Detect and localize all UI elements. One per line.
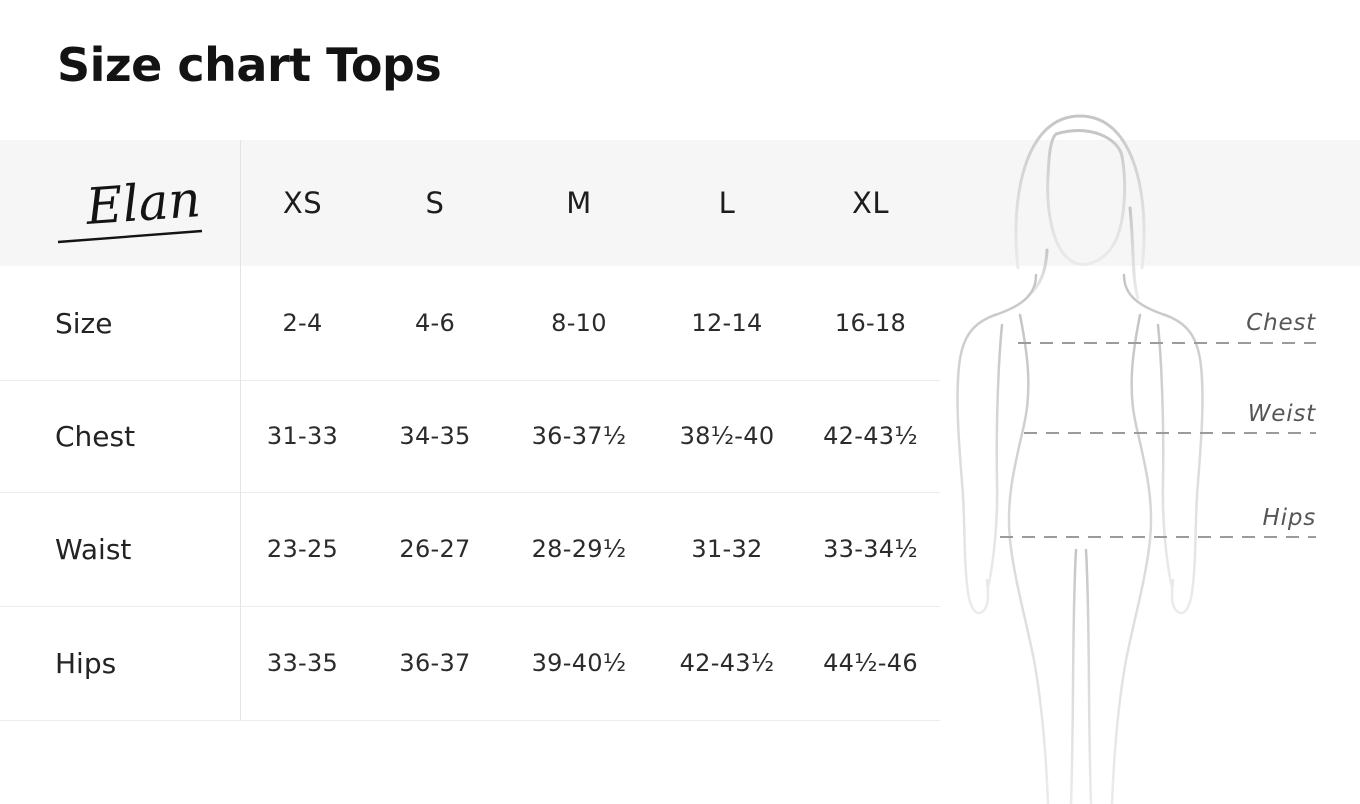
cell-hips-l: 42-43½ [679, 649, 775, 677]
column-divider [240, 140, 241, 720]
body-silhouette [940, 100, 1360, 804]
brand-logo-signature: Elan [57, 170, 203, 244]
hips-measure-line [1000, 536, 1316, 538]
cell-chest-s: 34-35 [399, 422, 471, 450]
column-header-l: L [718, 186, 736, 220]
column-header-xl: XL [851, 186, 890, 220]
cell-size-l: 12-14 [691, 309, 763, 337]
cell-hips-xl: 44½-46 [823, 649, 918, 677]
row-label-chest: Chest [55, 419, 136, 453]
row-divider [0, 606, 940, 607]
cell-waist-s: 26-27 [399, 535, 471, 563]
figure-arm-right-outer [1122, 273, 1204, 615]
row-divider [0, 380, 940, 381]
hips-measure-label: Hips [1262, 505, 1316, 531]
cell-waist-xs: 23-25 [266, 535, 339, 563]
row-divider [0, 720, 940, 721]
chest-measure-line [1018, 342, 1316, 344]
figure-hair-strand-left [1026, 248, 1049, 298]
waist-measure-line [1024, 432, 1316, 434]
row-label-waist: Waist [55, 532, 132, 566]
chest-measure-label: Chest [1246, 310, 1316, 336]
figure-arm-left-outer [956, 273, 1038, 615]
cell-hips-m: 39-40½ [531, 649, 627, 677]
figure-hair-strand-right [1128, 206, 1140, 300]
figure-hair [1014, 114, 1146, 270]
figure-face [1046, 129, 1127, 266]
cell-hips-xs: 33-35 [266, 649, 339, 677]
cell-size-xs: 2-4 [282, 309, 323, 337]
cell-hips-s: 36-37 [399, 649, 471, 677]
row-divider [0, 492, 940, 493]
brand-logo-text: Elan [83, 170, 202, 236]
brand-logo-underline [57, 229, 203, 244]
brand-logo: Elan [0, 140, 240, 266]
figure-arm-left-inner [986, 323, 1004, 590]
cell-chest-m: 36-37½ [531, 422, 627, 450]
figure-leg-left-inner [1069, 548, 1078, 804]
cell-size-xl: 16-18 [834, 309, 907, 337]
cell-chest-xl: 42-43½ [823, 422, 918, 450]
figure-arm-right-inner [1156, 323, 1174, 590]
waist-measure-label: Weist [1247, 401, 1316, 427]
column-header-s: S [425, 186, 445, 220]
cell-size-s: 4-6 [414, 309, 456, 337]
figure-torso-left [1007, 313, 1050, 804]
row-label-size: Size [55, 306, 113, 340]
cell-waist-m: 28-29½ [531, 535, 627, 563]
figure-torso-right [1110, 313, 1153, 804]
column-header-m: M [566, 186, 592, 220]
cell-waist-l: 31-32 [691, 535, 763, 563]
cell-chest-xs: 31-33 [266, 422, 339, 450]
page-title: Size chart Tops [57, 38, 442, 92]
row-label-hips: Hips [55, 646, 117, 680]
size-table: Elan XS S M L XL Size 2-4 4-6 8-10 12-14… [0, 140, 940, 720]
cell-waist-xl: 33-34½ [823, 535, 918, 563]
cell-size-m: 8-10 [551, 309, 607, 337]
column-header-xs: XS [282, 186, 323, 220]
figure-leg-right-inner [1084, 548, 1093, 804]
cell-chest-l: 38½-40 [679, 422, 775, 450]
